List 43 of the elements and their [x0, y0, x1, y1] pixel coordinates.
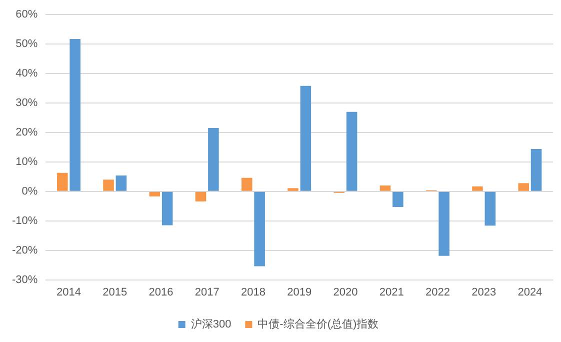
y-tick-label: 0%	[22, 185, 38, 198]
y-tick-label: 30%	[16, 97, 38, 110]
bar	[149, 192, 160, 196]
x-tick-label: 2015	[102, 286, 128, 298]
bar	[392, 192, 404, 208]
bar	[70, 39, 80, 191]
bar	[241, 178, 252, 191]
bar	[438, 192, 450, 256]
x-tick-label: 2022	[425, 286, 450, 298]
bar	[346, 112, 358, 191]
bar	[162, 192, 173, 226]
x-tick-label: 2023	[472, 286, 496, 298]
y-tick-label: 50%	[16, 38, 38, 50]
x-tick-label: 2020	[333, 286, 358, 298]
x-tick-label: 2021	[379, 286, 404, 298]
y-tick-label: 10%	[16, 156, 38, 168]
bar	[103, 180, 114, 191]
x-tick-label: 2024	[518, 286, 542, 298]
bar	[116, 175, 127, 191]
bar	[472, 186, 483, 191]
legend-label: 中债-综合全价(总值)指数	[258, 318, 379, 331]
y-tick-label: -20%	[12, 244, 38, 256]
bar	[300, 86, 312, 191]
bar	[57, 172, 68, 191]
bar	[254, 192, 265, 266]
y-tick-label: -30%	[12, 274, 38, 286]
bar	[380, 186, 391, 191]
bar	[518, 183, 529, 191]
y-tick-label: -10%	[12, 214, 38, 227]
bar	[484, 192, 496, 226]
x-tick-label: 2018	[240, 286, 266, 298]
bar	[288, 188, 298, 191]
bar	[208, 128, 219, 191]
x-tick-label: 2017	[194, 286, 220, 298]
y-tick-label: 20%	[16, 126, 38, 138]
bar	[195, 192, 206, 202]
legend-label: 沪深300	[190, 318, 232, 331]
y-tick-label: 40%	[16, 68, 38, 80]
y-tick-label: 60%	[16, 8, 38, 21]
x-tick-label: 2019	[287, 286, 312, 298]
x-tick-label: 2016	[148, 286, 174, 298]
x-tick-label: 2014	[56, 286, 81, 298]
bar	[530, 148, 542, 191]
